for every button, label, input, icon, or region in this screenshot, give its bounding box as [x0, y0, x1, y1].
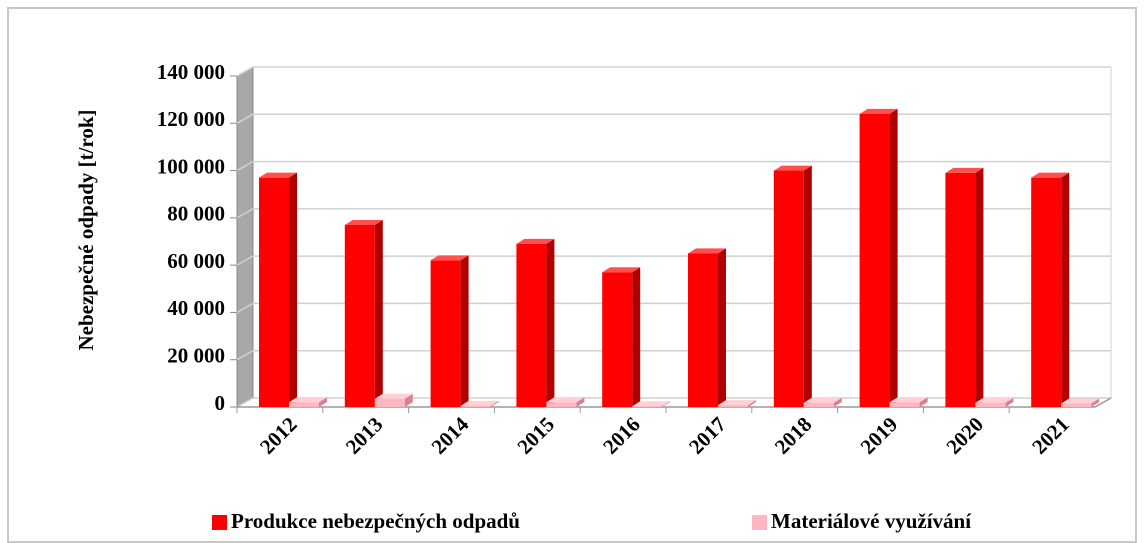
bar-side	[632, 267, 641, 407]
bar-side	[1005, 397, 1014, 407]
bar-top	[289, 397, 327, 403]
y-tick-label: 20 000	[167, 344, 225, 368]
y-tick-label: 40 000	[167, 296, 225, 320]
bar-top	[1031, 172, 1070, 178]
bar	[374, 398, 405, 407]
bar-top	[803, 397, 842, 403]
legend-label: Produkce nebezpečných odpadů	[231, 509, 520, 533]
y-tick-label: 60 000	[167, 249, 225, 273]
bar-top	[773, 165, 812, 171]
bar	[1031, 177, 1062, 407]
bar	[945, 172, 976, 407]
bar-side	[546, 238, 555, 407]
bar-side	[460, 255, 469, 407]
legend-swatch	[752, 515, 767, 530]
bar-top	[546, 397, 585, 403]
bar-side	[748, 400, 756, 407]
bar	[688, 253, 718, 407]
y-tick-label: 120 000	[157, 107, 225, 131]
bar-top	[945, 167, 984, 173]
bar-top	[718, 400, 756, 406]
bar-side	[289, 172, 297, 407]
bar-top	[859, 108, 898, 114]
bar	[516, 243, 547, 407]
bar-top	[516, 238, 555, 244]
grid-line	[236, 255, 1111, 266]
bar	[975, 402, 1006, 407]
bar-top	[632, 401, 671, 407]
bar	[344, 224, 375, 407]
bar-side	[374, 219, 383, 407]
bar	[430, 260, 461, 407]
y-tick-label: 100 000	[157, 154, 225, 178]
bar-side	[889, 108, 898, 407]
grid-line	[236, 160, 1111, 172]
bar	[289, 402, 319, 407]
grid-line	[236, 349, 1111, 361]
bar-side	[319, 397, 327, 407]
bar-side	[975, 167, 984, 407]
bar	[546, 402, 577, 407]
legend-swatch	[212, 515, 227, 530]
bar	[460, 405, 491, 407]
bar-top	[344, 219, 383, 225]
y-tick-label: 140 000	[157, 60, 225, 84]
grid-line	[236, 302, 1111, 314]
legend-label: Materiálové využívání	[771, 509, 972, 533]
bar-top	[889, 397, 928, 403]
grid-line	[236, 113, 1111, 124]
grid-line	[236, 208, 1111, 219]
bar-top	[688, 248, 726, 254]
bar-side	[662, 401, 671, 407]
bar	[259, 177, 289, 407]
bar-side	[576, 397, 585, 407]
bar	[889, 402, 920, 407]
bar-top	[1061, 398, 1100, 404]
y-tick-label: 0	[215, 391, 226, 415]
bar	[602, 272, 633, 407]
bar	[773, 170, 804, 407]
bar-top	[975, 397, 1014, 403]
bar-top	[430, 255, 469, 261]
bar-top	[602, 267, 641, 273]
bar	[718, 405, 748, 407]
bar-side	[803, 165, 812, 407]
grid-line	[236, 66, 1111, 77]
bar-side	[490, 400, 499, 407]
bar-side	[919, 397, 928, 407]
bar	[803, 402, 834, 407]
y-axis-title: Nebezpečné odpady [t/rok]	[74, 109, 98, 350]
bar	[1061, 403, 1092, 407]
bar	[859, 113, 890, 407]
bar-side	[718, 248, 726, 407]
bar-side	[1061, 172, 1070, 407]
bar-top	[259, 172, 297, 178]
bar-side	[1091, 398, 1100, 407]
y-tick-label: 80 000	[167, 202, 225, 226]
bar-top	[374, 393, 413, 399]
bar-side	[833, 397, 842, 407]
bar-top	[460, 400, 499, 406]
bar-side	[404, 393, 413, 407]
bar	[632, 406, 663, 407]
